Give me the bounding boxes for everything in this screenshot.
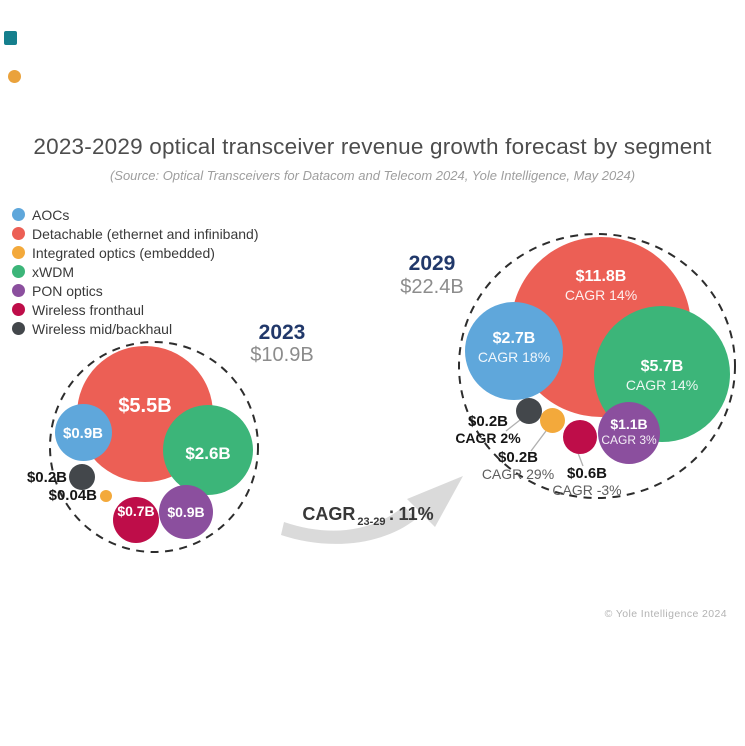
label-2029-fronthaul: $0.6B CAGR -3%	[527, 465, 647, 499]
legend-dot-pon-icon	[12, 284, 25, 297]
bubble-2023-pon-value: $0.9B	[167, 504, 205, 520]
bubble-2023-xwdm-value: $2.6B	[185, 444, 231, 463]
legend-item-pon-optics: PON optics	[12, 281, 259, 300]
legend-label: Integrated optics (embedded)	[32, 244, 215, 261]
leader-line-midbackhaul	[505, 419, 521, 432]
label-2029-fronthaul-cagr: CAGR -3%	[552, 482, 622, 498]
bubble-2029-pon	[598, 402, 660, 464]
cagr-period: 23-29	[357, 515, 386, 528]
bubble-2029-aocs-label: $2.7B CAGR 18%	[454, 330, 574, 366]
bubble-2029-midbackhaul	[516, 398, 542, 424]
orange-dot-mark	[8, 70, 21, 83]
year-2029-total: $22.4B	[400, 276, 464, 298]
label-2029-integrated-cagr: CAGR 29%	[481, 466, 555, 482]
cagr-separator: :	[388, 504, 395, 524]
bubble-2029-aocs-cagr: CAGR 18%	[477, 349, 551, 365]
legend-label: Wireless mid/backhaul	[32, 320, 173, 337]
bubble-2023-fronthaul-value: $0.7B	[117, 503, 155, 519]
bubble-2029-detachable-value: $11.8B	[575, 268, 627, 285]
legend-label: Wireless fronthaul	[32, 301, 145, 318]
growth-arrow	[281, 506, 416, 544]
bubble-2029-detachable-label: $11.8B CAGR 14%	[507, 268, 695, 304]
label-2029-midbackhaul-cagr: CAGR 2%	[455, 430, 521, 446]
legend-item-xwdm: xWDM	[12, 262, 259, 281]
page-title: 2023-2029 optical transceiver revenue gr…	[33, 134, 712, 159]
bubble-2023-aocs	[55, 404, 112, 461]
bubble-2029-pon-cagr: CAGR 3%	[601, 433, 657, 447]
legend-item-integrated-optics: Integrated optics (embedded)	[12, 243, 259, 262]
label-2029-midbackhaul: $0.2B CAGR 2%	[438, 413, 538, 447]
label-2029-midbackhaul-value: $0.2B	[467, 413, 509, 430]
leader-line-integrated	[530, 430, 547, 452]
bubble-2023-fronthaul	[113, 497, 159, 543]
bubble-2023-midbackhaul	[69, 464, 95, 490]
legend-dot-xwdm-icon	[12, 265, 25, 278]
bubble-2029-aocs-value: $2.7B	[492, 330, 536, 347]
bubble-2029-detachable-cagr: CAGR 14%	[564, 287, 638, 303]
legend-dot-midbackhaul-icon	[12, 322, 25, 335]
legend-item-detachable: Detachable (ethernet and infiniband)	[12, 224, 259, 243]
legend-dot-detachable-icon	[12, 227, 25, 240]
bubble-2023-detachable-value: $5.5B	[118, 395, 172, 417]
legend-label: Detachable (ethernet and infiniband)	[32, 225, 259, 242]
legend-item-wireless-fronthaul: Wireless fronthaul	[12, 300, 259, 319]
teal-square-mark	[4, 31, 17, 45]
legend-dot-fronthaul-icon	[12, 303, 25, 316]
legend-dot-aocs-icon	[12, 208, 25, 221]
bubble-2029-integrated	[540, 408, 565, 433]
year-2029-label: 2029	[408, 252, 456, 275]
bubble-2029-pon-value: $1.1B	[610, 416, 648, 432]
dashed-boundary-2023	[49, 341, 259, 553]
label-2029-integrated: $0.2B CAGR 29%	[458, 449, 578, 483]
leader-line-fronthaul	[577, 452, 584, 467]
overall-cagr-callout: CAGR 23-29:11%	[288, 504, 448, 528]
legend-label: AOCs	[32, 206, 70, 223]
year-2023-total: $10.9B	[250, 344, 314, 366]
copyright-note: © Yole Intelligence 2024	[604, 608, 727, 620]
growth-arrow-head-icon	[407, 476, 463, 527]
bubble-2023-aocs-value: $0.9B	[62, 425, 104, 442]
bubble-2029-xwdm-cagr: CAGR 14%	[625, 377, 699, 393]
bubble-2023-pon	[159, 485, 213, 539]
year-2023-label: 2023	[258, 321, 306, 344]
legend-item-aocs: AOCs	[12, 205, 259, 224]
bubble-2023-integrated	[100, 490, 112, 502]
legend: AOCs Detachable (ethernet and infiniband…	[12, 205, 259, 338]
cagr-value: 11%	[398, 504, 434, 524]
bubble-2023-xwdm	[163, 405, 253, 495]
dashed-boundary-2029	[458, 233, 736, 499]
cagr-label: CAGR	[302, 504, 356, 524]
bubble-2029-xwdm-value: $5.7B	[640, 358, 684, 375]
bubble-2029-fronthaul	[563, 420, 597, 454]
label-2029-fronthaul-value: $0.6B	[566, 465, 608, 482]
bubble-2023-integrated-value: $0.04B	[48, 487, 97, 504]
bubble-2023-midbackhaul-value: $0.2B	[26, 469, 67, 486]
bubble-2029-pon-label: $1.1B CAGR 3%	[589, 416, 669, 448]
legend-item-wireless-midbackhaul: Wireless mid/backhaul	[12, 319, 259, 338]
label-2029-integrated-value: $0.2B	[497, 449, 539, 466]
bubble-2029-aocs	[465, 302, 563, 400]
legend-label: xWDM	[32, 263, 74, 280]
legend-label: PON optics	[32, 282, 103, 299]
source-note: (Source: Optical Transceivers for Dataco…	[109, 168, 636, 183]
bubble-2029-xwdm-label: $5.7B CAGR 14%	[592, 358, 732, 394]
legend-dot-integrated-icon	[12, 246, 25, 259]
